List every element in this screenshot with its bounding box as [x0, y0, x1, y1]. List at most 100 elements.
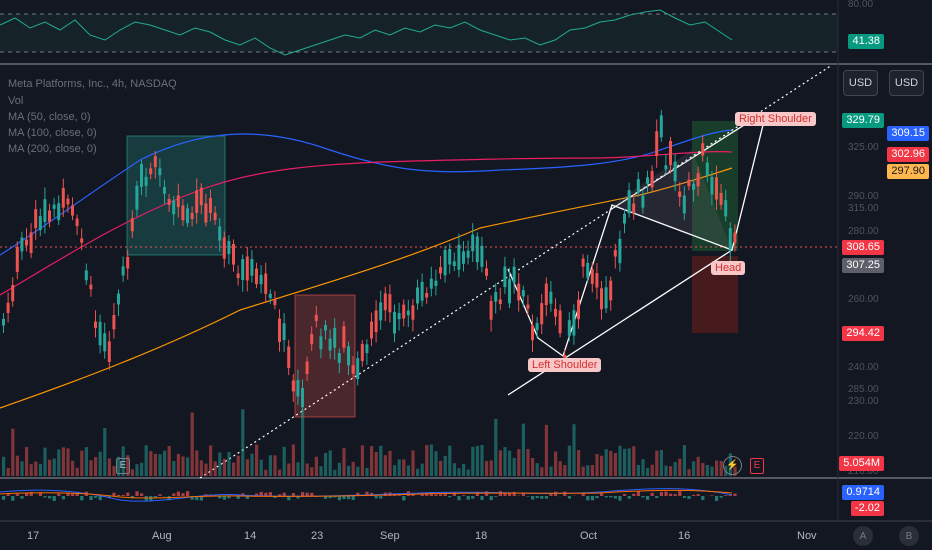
price-axis-tick: 240.00 — [848, 362, 879, 373]
volume-bar — [259, 459, 263, 476]
candle — [2, 318, 5, 326]
time-axis-tick: 16 — [678, 530, 691, 542]
macd-histogram-bar — [600, 493, 604, 496]
candle — [416, 287, 419, 304]
macd-histogram-bar — [526, 496, 530, 497]
candle — [623, 213, 626, 224]
macd-histogram-bar — [98, 496, 102, 501]
label-left-shoulder[interactable]: Left Shoulder — [528, 358, 602, 372]
candle — [351, 365, 355, 374]
candle — [6, 302, 10, 314]
candle — [236, 273, 240, 279]
ma-blue-tag: 309.15 — [887, 126, 929, 141]
macd-histogram-bar — [333, 496, 337, 498]
price-axis-tick: 210.00 — [848, 466, 879, 477]
candle — [186, 208, 189, 224]
currency-button-1[interactable]: USD — [843, 70, 878, 96]
volume-bar — [687, 469, 691, 476]
candle — [480, 245, 484, 267]
candle — [696, 173, 700, 187]
macd-histogram-bar — [397, 495, 401, 496]
zone-green-box — [126, 135, 226, 256]
volume-bar — [393, 465, 397, 476]
volume-bar — [29, 464, 33, 476]
candle — [402, 304, 406, 319]
macd-histogram-bar — [227, 496, 231, 499]
macd-histogram-bar — [535, 496, 539, 499]
macd-histogram-bar — [682, 496, 686, 498]
macd-histogram-bar — [618, 496, 622, 501]
candle — [222, 237, 226, 259]
volume-bar — [140, 462, 144, 476]
macd-histogram-bar — [512, 491, 516, 496]
stop-price-tag: 294.42 — [842, 326, 884, 341]
macd-histogram-bar — [489, 496, 493, 501]
button-a[interactable]: A — [853, 526, 873, 546]
macd-histogram-bar — [503, 493, 507, 496]
macd-histogram-bar — [25, 493, 29, 496]
macd-histogram-bar — [669, 493, 673, 496]
candle — [365, 344, 369, 354]
candle — [485, 268, 488, 276]
volume-bar — [406, 465, 410, 476]
volume-bar — [213, 461, 217, 476]
volume-bar — [600, 455, 604, 476]
volume-bar — [149, 451, 153, 476]
macd-histogram-bar — [374, 496, 378, 499]
candle — [117, 293, 120, 305]
macd-histogram-bar — [305, 492, 309, 496]
macd-histogram-bar — [6, 493, 10, 496]
button-b[interactable]: B — [899, 526, 919, 546]
volume-bar — [195, 450, 199, 476]
volume-bar — [204, 463, 208, 476]
candle — [360, 343, 364, 361]
macd-histogram-bar — [664, 491, 668, 496]
volume-bar — [462, 464, 466, 476]
currency-button-2[interactable]: USD — [889, 70, 924, 96]
candle — [383, 293, 387, 311]
macd-histogram-bar — [172, 493, 176, 496]
price-axis-tick: 325.00 — [848, 142, 879, 153]
candle — [167, 199, 171, 205]
candle — [135, 185, 139, 210]
macd-histogram-bar — [590, 496, 594, 501]
volume-bars-group — [2, 409, 737, 476]
candle — [121, 266, 125, 276]
earnings-marker-icon-2[interactable]: E — [750, 458, 764, 474]
volume-bar — [577, 450, 581, 476]
macd-histogram-bar — [402, 496, 406, 501]
macd-histogram-bar — [245, 496, 249, 499]
volume-bar — [632, 446, 636, 476]
macd-histogram-bar — [186, 491, 190, 496]
lightning-icon[interactable]: ⚡ — [723, 456, 742, 475]
candle — [503, 266, 507, 288]
candle — [80, 238, 84, 243]
candle — [305, 361, 309, 374]
macd-histogram-bar — [153, 496, 157, 499]
candle — [314, 314, 318, 321]
candle — [213, 212, 217, 220]
earnings-marker-icon[interactable]: E — [116, 458, 130, 474]
price-axis-tick: 315.00 — [848, 203, 879, 214]
macd-histogram-bar — [719, 496, 723, 498]
label-right-shoulder[interactable]: Right Shoulder — [735, 112, 816, 126]
candle — [75, 218, 79, 227]
label-head[interactable]: Head — [711, 261, 746, 275]
prev-price-tag: 307.25 — [842, 258, 884, 273]
time-axis-tick: 23 — [311, 530, 324, 542]
candle — [508, 279, 511, 304]
macd-histogram-bar — [135, 491, 139, 496]
candle — [199, 187, 203, 206]
volume-bar — [554, 451, 558, 476]
price-axis-tick: 220.00 — [848, 431, 879, 442]
price-axis-tick: 230.00 — [848, 396, 879, 407]
candle — [724, 200, 728, 217]
macd-histogram-bar — [439, 494, 443, 496]
candle — [48, 210, 51, 222]
volume-bar — [351, 461, 355, 476]
macd-histogram-bar — [462, 495, 466, 496]
volume-bar — [719, 460, 723, 476]
candle — [103, 333, 107, 352]
volume-bar — [567, 445, 571, 476]
